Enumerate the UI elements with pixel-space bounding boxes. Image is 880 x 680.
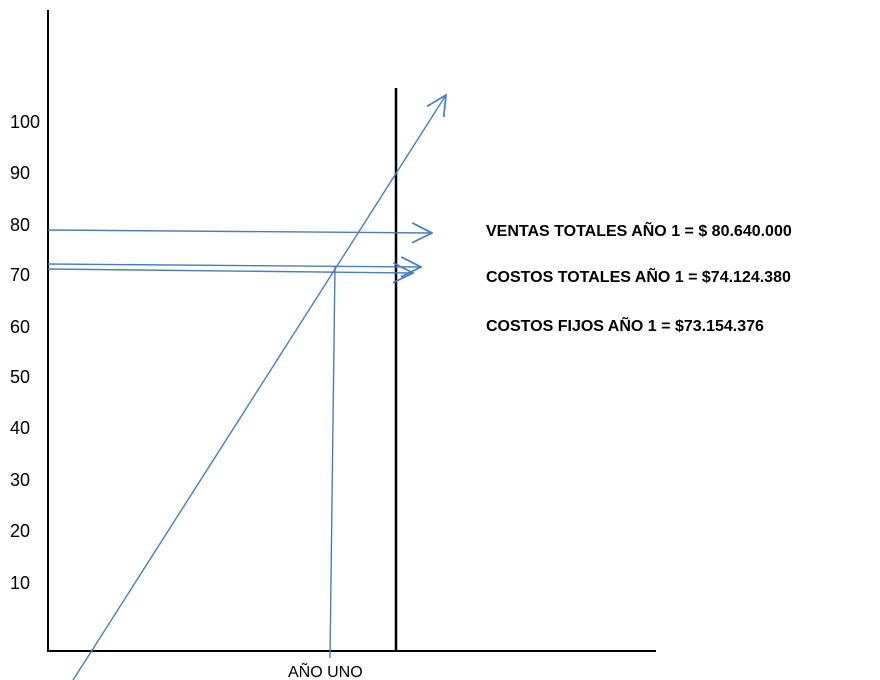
sales-level-arrow [47,230,432,233]
year-one-drop-line [329,265,336,659]
sales-diagonal-arrow [72,95,446,680]
y-tick-10: 10 [10,573,30,593]
y-tick-50: 50 [10,367,30,387]
x-axis-label: AÑO UNO [288,661,363,680]
fixed-costs-level-arrow [47,269,413,273]
total-costs-level-arrow [47,264,421,267]
fixed-costs-note: COSTOS FIJOS AÑO 1 = $73.154.376 [486,315,764,335]
y-tick-30: 30 [10,470,30,490]
total-sales-note: VENTAS TOTALES AÑO 1 = $ 80.640.000 [486,220,792,240]
y-tick-80: 80 [10,215,30,235]
total-costs-note: COSTOS TOTALES AÑO 1 = $74.124.380 [486,266,791,286]
y-tick-100: 100 [10,112,40,132]
y-tick-90: 90 [10,163,30,183]
y-tick-70: 70 [10,265,30,285]
y-tick-40: 40 [10,418,30,438]
y-tick-20: 20 [10,521,30,541]
y-tick-60: 60 [10,317,30,337]
